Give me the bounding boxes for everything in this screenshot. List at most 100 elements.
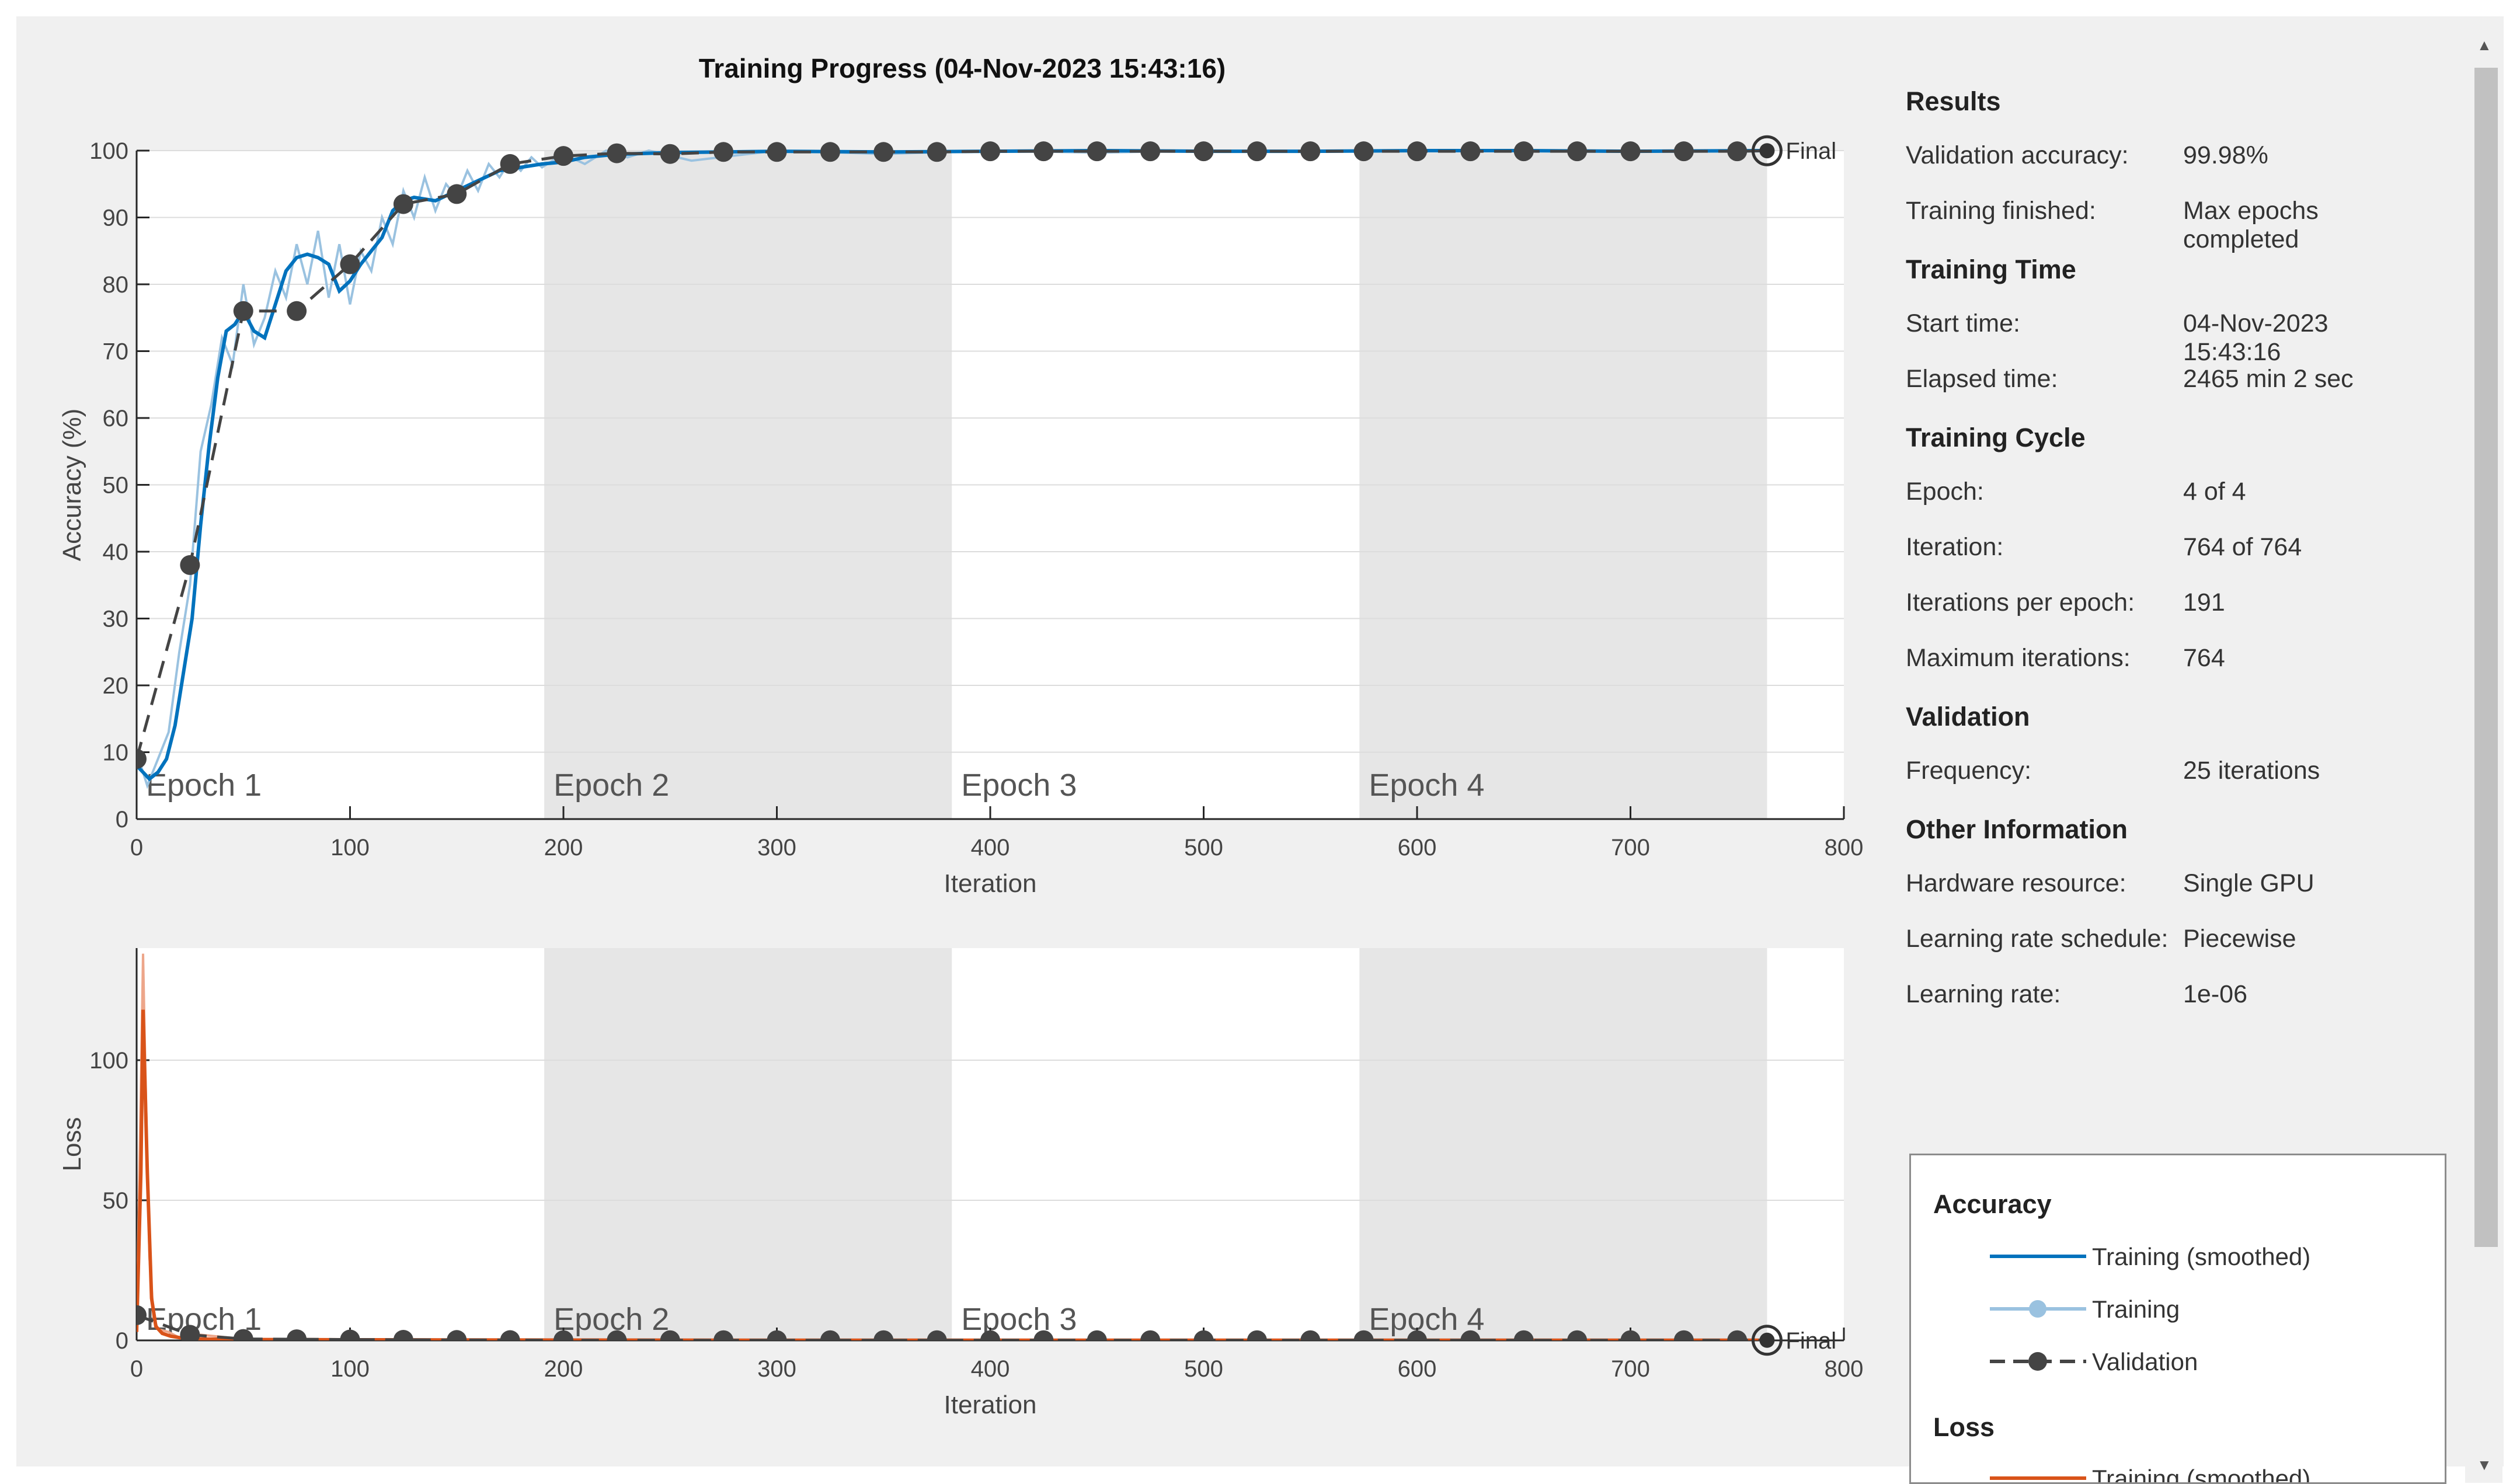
accuracy-validation-point — [1033, 141, 1054, 162]
loss-validation-point — [287, 1329, 307, 1340]
accuracy-validation-point — [1727, 141, 1748, 162]
section-heading-training-time: Training Time — [1906, 255, 2076, 284]
accuracy-final-marker-dot — [1759, 143, 1775, 159]
accuracy-validation-point — [340, 254, 360, 274]
info-label-iterations-per-epoch: Iterations per epoch: — [1906, 588, 2135, 616]
section-heading-results: Results — [1906, 86, 2001, 116]
loss-validation-point — [233, 1329, 253, 1340]
loss-validation-point — [1407, 1330, 1427, 1340]
accuracy-validation-point — [180, 555, 200, 575]
info-value-hardware-resource: Single GPU — [2183, 869, 2314, 897]
info-label-maximum-iterations: Maximum iterations: — [1906, 644, 2131, 672]
legend-label-accuracy-smoothed: Training (smoothed) — [2092, 1243, 2311, 1270]
loss-x-tick-label: 200 — [544, 1356, 583, 1382]
accuracy-validation-point — [287, 301, 307, 321]
accuracy-final-label: Final — [1785, 138, 1836, 164]
loss-validation-point — [180, 1325, 200, 1340]
loss-epoch-4-shade — [1359, 948, 1767, 1340]
loss-validation-point — [1193, 1330, 1214, 1340]
legend-heading-loss: Loss — [1933, 1412, 1995, 1442]
loss-x-tick-label: 400 — [971, 1356, 1010, 1382]
loss-y-tick-label: 100 — [89, 1048, 128, 1074]
legend-label-validation: Validation — [2092, 1348, 2198, 1375]
legend-label-accuracy-training: Training — [2092, 1295, 2180, 1323]
loss-x-tick-label: 100 — [330, 1356, 370, 1382]
accuracy-epoch-label: Epoch 4 — [1369, 768, 1484, 803]
accuracy-x-tick-label: 700 — [1611, 835, 1650, 861]
legend: Accuracy Training (smoothed) Training Va… — [1909, 1154, 2446, 1484]
loss-epoch-label: Epoch 2 — [554, 1302, 669, 1337]
accuracy-validation-point — [1140, 141, 1161, 162]
training-charts: Training Progress (04-Nov-2023 15:43:16)… — [58, 53, 1864, 1419]
accuracy-validation-point — [1407, 141, 1427, 162]
loss-validation-point — [607, 1330, 627, 1340]
accuracy-validation-point — [980, 141, 1000, 162]
scrollbar-thumb[interactable] — [2474, 68, 2498, 1247]
accuracy-y-tick-label: 20 — [103, 673, 129, 699]
accuracy-validation-point — [660, 144, 680, 164]
info-value-iterations-per-epoch: 191 — [2183, 588, 2225, 616]
accuracy-validation-point — [137, 748, 147, 769]
loss-epoch-2-shade — [544, 948, 952, 1340]
section-heading-other-information: Other Information — [1906, 814, 2128, 844]
accuracy-validation-point — [1673, 141, 1694, 162]
info-label-hardware-resource: Hardware resource: — [1906, 869, 2126, 897]
vertical-scrollbar[interactable]: ▲ ▼ — [2465, 33, 2502, 1483]
accuracy-validation-point — [233, 301, 253, 321]
accuracy-validation-point — [927, 142, 947, 162]
loss-validation-point — [1727, 1330, 1748, 1340]
scroll-up-icon[interactable]: ▲ — [2477, 36, 2492, 54]
training-info-panel: Results Validation accuracy: 99.98% Trainin… — [1906, 75, 2431, 1464]
loss-y-tick-label: 0 — [116, 1328, 128, 1354]
loss-final-label: Final — [1785, 1328, 1836, 1354]
accuracy-validation-point — [820, 142, 840, 162]
legend-label-loss-smoothed: Training (smoothed) — [2092, 1465, 2311, 1484]
accuracy-validation-point — [500, 154, 520, 174]
loss-validation-point — [500, 1330, 520, 1340]
accuracy-y-tick-label: 10 — [103, 740, 129, 766]
accuracy-y-tick-label: 100 — [89, 138, 128, 164]
info-value-training-finished: Max epochs completed — [2183, 197, 2319, 253]
accuracy-x-tick-label: 200 — [544, 835, 583, 861]
accuracy-validation-point — [607, 143, 627, 163]
accuracy-y-tick-label: 90 — [103, 205, 129, 231]
loss-validation-point — [713, 1330, 734, 1340]
loss-validation-point — [980, 1330, 1000, 1340]
info-label-validation-accuracy: Validation accuracy: — [1906, 141, 2129, 169]
loss-validation-point — [340, 1329, 360, 1340]
accuracy-x-axis-label: Iteration — [944, 869, 1037, 898]
loss-validation-point — [1140, 1330, 1161, 1340]
loss-validation-point — [873, 1330, 894, 1340]
accuracy-validation-point — [1193, 141, 1214, 162]
accuracy-y-tick-label: 50 — [103, 473, 129, 499]
loss-validation-point — [1247, 1330, 1267, 1340]
training-progress-window: Training Progress (04-Nov-2023 15:43:16)… — [16, 16, 2504, 1484]
loss-x-tick-label: 700 — [1611, 1356, 1650, 1382]
loss-validation-point — [393, 1330, 413, 1340]
info-label-training-finished: Training finished: — [1906, 197, 2096, 225]
accuracy-y-tick-label: 40 — [103, 539, 129, 565]
loss-plot-lines — [137, 953, 1767, 1340]
info-value-learning-rate: 1e-06 — [2183, 980, 2247, 1008]
info-label-frequency: Frequency: — [1906, 757, 2032, 785]
loss-x-tick-label: 600 — [1398, 1356, 1437, 1382]
info-value-maximum-iterations: 764 — [2183, 644, 2225, 672]
scroll-down-icon[interactable]: ▼ — [2477, 1456, 2492, 1473]
loss-validation-point — [1567, 1330, 1588, 1340]
accuracy-x-tick-label: 800 — [1825, 835, 1864, 861]
loss-final-marker — [1751, 1325, 1783, 1356]
accuracy-x-tick-label: 0 — [130, 835, 143, 861]
info-label-epoch: Epoch: — [1906, 478, 1984, 506]
loss-x-axis-label: Iteration — [944, 1391, 1037, 1419]
loss-final-marker-dot — [1759, 1332, 1775, 1348]
legend-swatch-validation — [1990, 1352, 2086, 1371]
accuracy-plot-lines — [137, 141, 1767, 789]
accuracy-epoch-label: Epoch 1 — [146, 768, 262, 803]
info-label-start-time: Start time: — [1906, 309, 2020, 337]
loss-epoch-label: Epoch 3 — [961, 1302, 1077, 1337]
accuracy-epoch-label: Epoch 2 — [554, 768, 669, 803]
accuracy-epoch-label: Epoch 3 — [961, 768, 1077, 803]
accuracy-chart: Epoch 1 Epoch 2 Epoch 3 Epoch 40 100 200 300 40… — [58, 135, 1864, 898]
loss-x-tick-label: 800 — [1825, 1356, 1864, 1382]
accuracy-y-tick-label: 30 — [103, 607, 129, 632]
